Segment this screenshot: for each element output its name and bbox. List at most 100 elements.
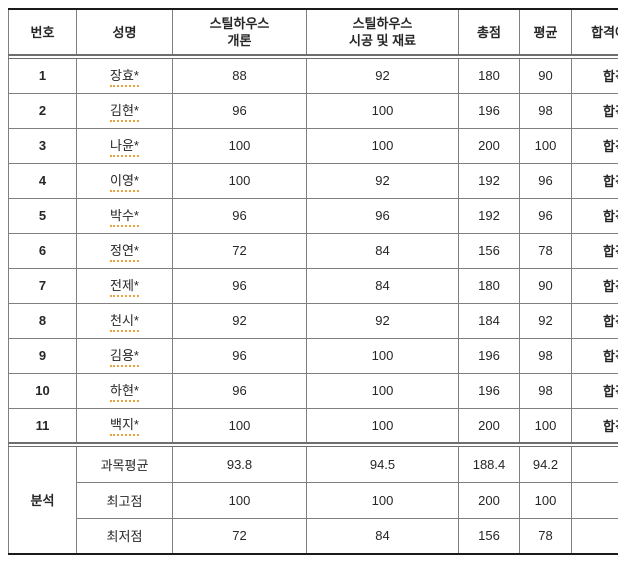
table-row: 1 장효* 889218090합격 [8,57,618,94]
cell-pass-status[interactable]: 합격 [571,57,618,94]
cell-student-name[interactable]: 정연* [76,232,173,269]
column-header-total[interactable]: 총점 [458,8,520,56]
cell-student-number[interactable]: 11 [8,407,77,444]
cell-subject2-score[interactable]: 100 [306,372,459,409]
cell-subject2-score[interactable]: 92 [306,302,459,339]
cell-student-name[interactable]: 전제* [76,267,173,304]
cell-average-score[interactable]: 98 [519,372,572,409]
cell-subject2-score[interactable]: 84 [306,267,459,304]
cell-subject2-score[interactable]: 100 [306,407,459,444]
cell-student-number[interactable]: 4 [8,162,77,199]
cell-average-score[interactable]: 90 [519,57,572,94]
cell-subject1-score[interactable]: 96 [172,267,307,304]
analysis-average-value[interactable]: 100 [519,481,572,519]
cell-average-score[interactable]: 96 [519,197,572,234]
cell-student-number[interactable]: 5 [8,197,77,234]
cell-student-number[interactable]: 7 [8,267,77,304]
cell-subject2-score[interactable]: 96 [306,197,459,234]
analysis-total-value[interactable]: 200 [458,481,520,519]
analysis-average-value[interactable]: 94.2 [519,445,572,483]
cell-pass-status[interactable]: 합격 [571,232,618,269]
cell-subject1-score[interactable]: 100 [172,162,307,199]
cell-student-number[interactable]: 10 [8,372,77,409]
cell-total-score[interactable]: 180 [458,267,520,304]
cell-subject2-score[interactable]: 84 [306,232,459,269]
cell-student-name[interactable]: 박수* [76,197,173,234]
cell-subject1-score[interactable]: 96 [172,337,307,374]
analysis-subject2-value[interactable]: 94.5 [306,445,459,483]
cell-subject2-score[interactable]: 100 [306,92,459,129]
analysis-subject1-value[interactable]: 100 [172,481,307,519]
cell-student-number[interactable]: 6 [8,232,77,269]
cell-average-score[interactable]: 92 [519,302,572,339]
cell-total-score[interactable]: 156 [458,232,520,269]
cell-subject2-score[interactable]: 92 [306,57,459,94]
cell-total-score[interactable]: 192 [458,197,520,234]
cell-pass-status[interactable]: 합격 [571,407,618,444]
column-header-average[interactable]: 평균 [519,8,572,56]
cell-average-score[interactable]: 96 [519,162,572,199]
cell-subject2-score[interactable]: 100 [306,337,459,374]
cell-pass-status[interactable]: 합격 [571,267,618,304]
cell-pass-status[interactable]: 합격 [571,92,618,129]
cell-total-score[interactable]: 200 [458,127,520,164]
cell-subject1-score[interactable]: 96 [172,197,307,234]
cell-student-name[interactable]: 백지* [76,407,173,444]
analysis-total-value[interactable]: 188.4 [458,445,520,483]
cell-student-name[interactable]: 하현* [76,372,173,409]
analysis-result-value[interactable] [571,445,618,483]
cell-pass-status[interactable]: 합격 [571,372,618,409]
cell-average-score[interactable]: 100 [519,127,572,164]
cell-student-name[interactable]: 장효* [76,57,173,94]
cell-average-score[interactable]: 100 [519,407,572,444]
cell-total-score[interactable]: 196 [458,92,520,129]
cell-student-name[interactable]: 김용* [76,337,173,374]
cell-student-number[interactable]: 1 [8,57,77,94]
cell-subject2-score[interactable]: 92 [306,162,459,199]
column-header-subject1[interactable]: 스틸하우스 개론 [172,8,307,56]
column-header-no[interactable]: 번호 [8,8,77,56]
cell-total-score[interactable]: 180 [458,57,520,94]
cell-student-number[interactable]: 9 [8,337,77,374]
cell-total-score[interactable]: 200 [458,407,520,444]
cell-total-score[interactable]: 192 [458,162,520,199]
cell-total-score[interactable]: 196 [458,372,520,409]
analysis-subject2-value[interactable]: 84 [306,517,459,555]
column-header-subject2[interactable]: 스틸하우스 시공 및 재료 [306,8,459,56]
analysis-average-value[interactable]: 78 [519,517,572,555]
cell-total-score[interactable]: 184 [458,302,520,339]
column-header-result[interactable]: 합격여부 [571,8,618,56]
analysis-subject1-value[interactable]: 72 [172,517,307,555]
cell-student-name[interactable]: 천시* [76,302,173,339]
cell-student-number[interactable]: 3 [8,127,77,164]
column-header-name[interactable]: 성명 [76,8,173,56]
cell-total-score[interactable]: 196 [458,337,520,374]
cell-student-name[interactable]: 김현* [76,92,173,129]
cell-average-score[interactable]: 98 [519,92,572,129]
cell-subject1-score[interactable]: 96 [172,92,307,129]
cell-pass-status[interactable]: 합격 [571,302,618,339]
cell-pass-status[interactable]: 합격 [571,197,618,234]
analysis-subject1-value[interactable]: 93.8 [172,445,307,483]
cell-subject1-score[interactable]: 100 [172,127,307,164]
cell-subject1-score[interactable]: 96 [172,372,307,409]
cell-average-score[interactable]: 98 [519,337,572,374]
cell-subject1-score[interactable]: 100 [172,407,307,444]
cell-student-name[interactable]: 나윤* [76,127,173,164]
analysis-subject2-value[interactable]: 100 [306,481,459,519]
cell-student-number[interactable]: 2 [8,92,77,129]
cell-subject1-score[interactable]: 72 [172,232,307,269]
analysis-result-value[interactable] [571,517,618,555]
cell-pass-status[interactable]: 합격 [571,337,618,374]
analysis-total-value[interactable]: 156 [458,517,520,555]
cell-subject2-score[interactable]: 100 [306,127,459,164]
analysis-result-value[interactable] [571,481,618,519]
cell-average-score[interactable]: 78 [519,232,572,269]
cell-average-score[interactable]: 90 [519,267,572,304]
cell-student-number[interactable]: 8 [8,302,77,339]
cell-subject1-score[interactable]: 88 [172,57,307,94]
cell-pass-status[interactable]: 합격 [571,127,618,164]
cell-subject1-score[interactable]: 92 [172,302,307,339]
cell-student-name[interactable]: 이영* [76,162,173,199]
cell-pass-status[interactable]: 합격 [571,162,618,199]
